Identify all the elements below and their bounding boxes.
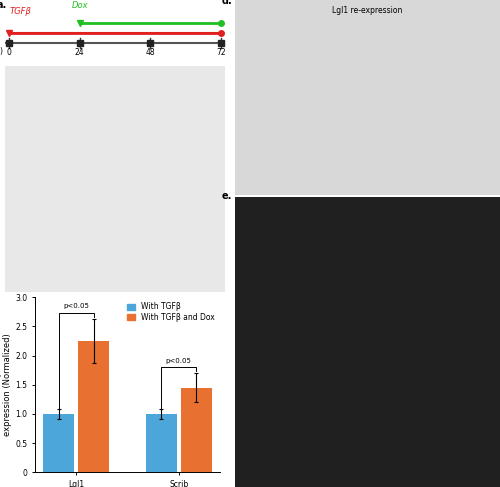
Y-axis label: E-cadherin protein
expression (Normalized): E-cadherin protein expression (Normalize…	[0, 334, 12, 436]
Legend: With TGFβ, With TGFβ and Dox: With TGFβ, With TGFβ and Dox	[126, 301, 216, 323]
Text: Lgl1 re-expression: Lgl1 re-expression	[332, 6, 402, 15]
Text: Hours (hr): Hours (hr)	[0, 47, 3, 56]
Text: TGFβ: TGFβ	[9, 7, 31, 16]
Text: e.: e.	[222, 191, 232, 202]
Text: 48: 48	[146, 48, 155, 57]
Text: 72: 72	[216, 48, 226, 57]
Bar	[44, 414, 74, 472]
Bar	[78, 341, 109, 472]
Text: a.: a.	[0, 0, 6, 10]
Bar	[181, 388, 212, 472]
Text: p<0.05: p<0.05	[166, 357, 192, 364]
Text: 24: 24	[75, 48, 85, 57]
Text: Dox: Dox	[72, 1, 88, 10]
Text: 0: 0	[7, 48, 12, 57]
Bar	[146, 414, 176, 472]
Text: p<0.05: p<0.05	[64, 303, 89, 309]
Text: d.: d.	[222, 0, 232, 6]
